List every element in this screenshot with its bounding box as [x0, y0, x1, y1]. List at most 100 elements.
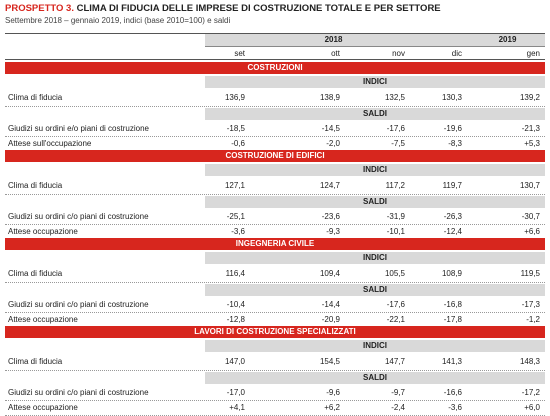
month-label: set	[234, 49, 245, 58]
group-bg	[205, 108, 545, 120]
row-label: Clima di fiducia	[8, 357, 63, 366]
section-title: COSTRUZIONI	[247, 63, 303, 72]
row-label: Clima di fiducia	[8, 93, 63, 102]
cell-value: -20,9	[321, 315, 340, 324]
cell-value: -25,1	[226, 212, 245, 221]
section-title: COSTRUZIONE DI EDIFICI	[225, 151, 325, 160]
cell-value: 148,3	[519, 357, 540, 366]
cell-value: 139,2	[519, 93, 540, 102]
header-rule	[205, 46, 545, 47]
row-label: Giudizi su ordini c/o piani di costruzio…	[8, 300, 149, 309]
cell-value: 124,7	[319, 181, 340, 190]
cell-value: -23,6	[321, 212, 340, 221]
row-label: Attese occupazione	[8, 403, 78, 412]
row-label: Attese occupazione	[8, 315, 78, 324]
cell-value: 141,3	[441, 357, 462, 366]
group-bg	[205, 76, 545, 88]
cell-value: 147,0	[224, 357, 245, 366]
month-label: nov	[392, 49, 405, 58]
row-label: Clima di fiducia	[8, 181, 63, 190]
cell-value: -18,5	[226, 124, 245, 133]
cell-value: -8,3	[448, 139, 462, 148]
cell-value: -10,1	[386, 227, 405, 236]
cell-value: -10,4	[226, 300, 245, 309]
cell-value: 105,5	[384, 269, 405, 278]
group-bg	[205, 252, 545, 264]
row-label: Giudizi su ordini c/o piani di costruzio…	[8, 388, 149, 397]
cell-value: 138,9	[319, 93, 340, 102]
cell-value: 130,3	[441, 93, 462, 102]
group-title: SALDI	[363, 109, 387, 118]
row-label: Giudizi su ordini e/o piani di costruzio…	[8, 124, 149, 133]
cell-value: -14,5	[321, 124, 340, 133]
cell-value: 119,7	[442, 181, 462, 190]
row-rule	[5, 400, 545, 401]
row-label: Attese sull'occupazione	[8, 139, 92, 148]
cell-value: 116,4	[225, 269, 245, 278]
title-label: PROSPETTO 3.	[5, 3, 74, 14]
year-label: 2019	[498, 35, 517, 44]
cell-value: -22,1	[386, 315, 405, 324]
section-title: INGEGNERIA CIVILE	[235, 239, 315, 248]
cell-value: 154,5	[319, 357, 340, 366]
group-title: SALDI	[363, 373, 387, 382]
group-bg	[205, 340, 545, 352]
cell-value: 132,5	[384, 93, 405, 102]
cell-value: -17,0	[226, 388, 245, 397]
cell-value: +6,2	[324, 403, 340, 412]
group-title: INDICI	[363, 253, 387, 262]
cell-value: -19,6	[443, 124, 462, 133]
cell-value: 109,4	[319, 269, 340, 278]
row-label: Clima di fiducia	[8, 269, 63, 278]
cell-value: -0,6	[231, 139, 245, 148]
cell-value: -14,4	[321, 300, 340, 309]
row-rule	[5, 194, 545, 195]
cell-value: -3,6	[448, 403, 462, 412]
subtitle: Settembre 2018 – gennaio 2019, indici (b…	[5, 16, 231, 25]
title: PROSPETTO 3. CLIMA DI FIDUCIA DELLE IMPR…	[5, 4, 441, 14]
cell-value: -1,2	[526, 315, 540, 324]
cell-value: -9,7	[391, 388, 405, 397]
month-label: ott	[331, 49, 340, 58]
cell-value: -2,4	[391, 403, 405, 412]
cell-value: -30,7	[521, 212, 540, 221]
cell-value: -16,6	[443, 388, 462, 397]
row-label: Attese occupazione	[8, 227, 78, 236]
row-rule	[5, 370, 545, 371]
cell-value: -21,3	[521, 124, 540, 133]
cell-value: -12,8	[226, 315, 245, 324]
cell-value: -17,3	[521, 300, 540, 309]
cell-value: -9,3	[326, 227, 340, 236]
cell-value: -9,6	[326, 388, 340, 397]
cell-value: -2,0	[326, 139, 340, 148]
month-label: gen	[526, 49, 540, 58]
cell-value: -16,8	[443, 300, 462, 309]
cell-value: -17,2	[521, 388, 540, 397]
row-rule	[5, 224, 545, 225]
row-rule	[5, 106, 545, 107]
section-bar	[5, 150, 545, 162]
cell-value: -12,4	[443, 227, 462, 236]
row-label: Giudizi su ordini c/o piani di costruzio…	[8, 212, 149, 221]
cell-value: -3,6	[231, 227, 245, 236]
group-title: INDICI	[363, 77, 387, 86]
header-rule	[5, 33, 545, 34]
cell-value: -17,6	[386, 124, 405, 133]
group-bg	[205, 284, 545, 296]
cell-value: +6,0	[524, 403, 540, 412]
cell-value: 108,9	[441, 269, 462, 278]
year-label: 2018	[324, 35, 343, 44]
cell-value: -31,9	[386, 212, 405, 221]
group-title: SALDI	[363, 285, 387, 294]
section-title: LAVORI DI COSTRUZIONE SPECIALIZZATI	[194, 327, 356, 336]
cell-value: -17,6	[386, 300, 405, 309]
section-bar	[5, 326, 545, 338]
cell-value: 130,7	[519, 181, 540, 190]
row-rule	[5, 282, 545, 283]
header-bg	[205, 34, 545, 46]
cell-value: 119,5	[520, 269, 540, 278]
cell-value: -17,8	[443, 315, 462, 324]
group-title: SALDI	[363, 197, 387, 206]
title-text: CLIMA DI FIDUCIA DELLE IMPRESE DI COSTRU…	[76, 3, 441, 14]
